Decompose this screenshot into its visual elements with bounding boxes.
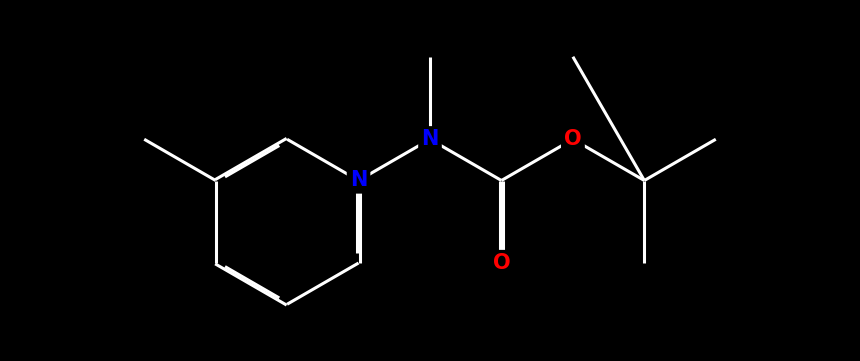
Text: O: O [564, 129, 581, 149]
Text: O: O [493, 253, 510, 273]
Text: N: N [350, 170, 367, 191]
Text: N: N [421, 129, 439, 149]
